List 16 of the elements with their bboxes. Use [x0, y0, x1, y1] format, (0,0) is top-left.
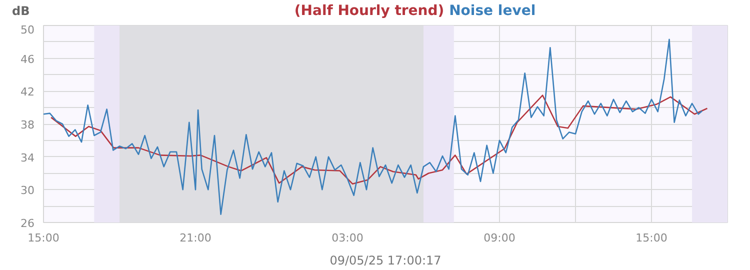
y-tick-label: 26 [20, 217, 35, 230]
x-tick-label: 15:00 [28, 232, 60, 244]
y-tick-label: 50 [20, 24, 35, 36]
y-axis-title: dB [12, 3, 30, 20]
x-tick-label: 09:00 [484, 232, 516, 244]
x-tick-label: 03:00 [332, 232, 364, 244]
y-tick-label: 46 [20, 52, 35, 66]
text: (Half Hourly trend) [294, 3, 444, 19]
y-tick-label: 42 [20, 86, 35, 99]
x-tick-label: 21:00 [180, 232, 212, 244]
y-tick-label: 34 [20, 151, 35, 164]
text: 09/05/25 17:00:17 [330, 254, 442, 268]
y-tick-label: 30 [20, 184, 35, 198]
x-tick-label: 15:00 [636, 232, 668, 244]
text: Noise level [449, 3, 536, 19]
y-tick-label: 38 [20, 118, 35, 132]
